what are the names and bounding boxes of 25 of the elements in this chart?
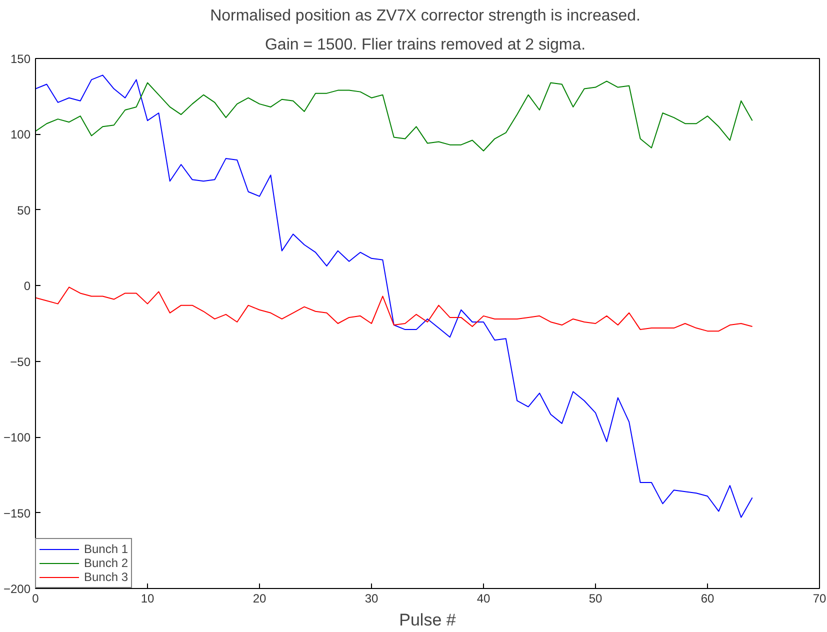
y-tick-label: −200 bbox=[3, 582, 31, 596]
legend-label: Bunch 1 bbox=[84, 542, 128, 556]
line-series bbox=[36, 74, 753, 518]
legend-label: Bunch 2 bbox=[84, 556, 128, 570]
x-tick-label: 20 bbox=[252, 592, 266, 606]
x-tick-label: 0 bbox=[32, 592, 40, 606]
x-tick-label: 30 bbox=[364, 592, 378, 606]
line-series bbox=[36, 286, 753, 332]
x-tick-label: 60 bbox=[700, 592, 714, 606]
y-tick-label: 0 bbox=[24, 279, 31, 294]
legend-label: Bunch 3 bbox=[84, 570, 128, 584]
chart-title: Normalised position as ZV7X corrector strength is increased. bbox=[210, 8, 640, 24]
line-series bbox=[36, 80, 753, 152]
y-tick-label: −50 bbox=[10, 354, 31, 369]
y-tick-label: 100 bbox=[10, 128, 31, 142]
y-tick-label: −150 bbox=[3, 506, 31, 520]
y-tick-label: 50 bbox=[17, 203, 31, 218]
x-axis-title: Pulse # bbox=[399, 610, 456, 630]
y-tick-label: 150 bbox=[10, 52, 31, 66]
x-tick-label: 50 bbox=[588, 592, 602, 606]
x-tick-label: 40 bbox=[476, 592, 490, 606]
chart-subtitle: Gain = 1500. Flier trains removed at 2 sigma. bbox=[264, 36, 586, 54]
x-tick-label: 70 bbox=[812, 592, 826, 606]
y-tick-label: −100 bbox=[3, 430, 31, 445]
x-tick-label: 10 bbox=[140, 592, 154, 606]
